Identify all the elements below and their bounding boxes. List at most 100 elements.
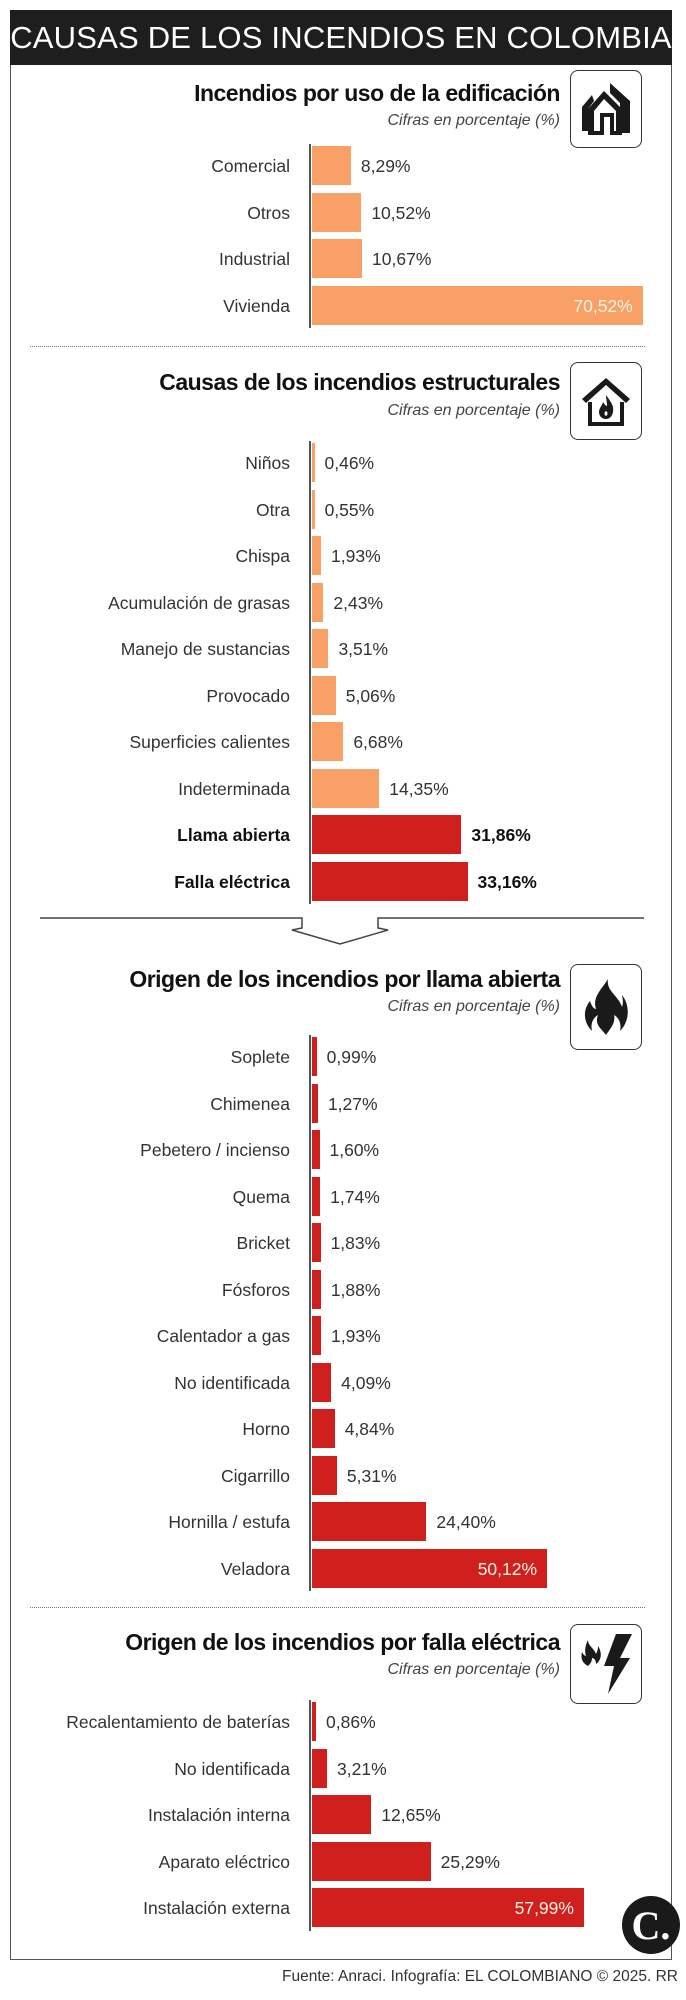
bar-row: Bricket 1,83% [10, 1223, 672, 1263]
bar [312, 1037, 317, 1076]
bar [312, 675, 336, 715]
bar-value-label: 12,65% [381, 1805, 441, 1825]
bar-row: No identificada 4,09% [10, 1362, 672, 1403]
bar [312, 536, 322, 575]
bar [312, 1409, 335, 1448]
bar-value-label: 14,35% [389, 778, 449, 799]
chart-axis [309, 144, 311, 328]
bar-row: Cigarrillo 5,31% [10, 1455, 672, 1496]
bar-value-label: 1,93% [331, 1326, 381, 1346]
infographic-title: CAUSAS DE LOS INCENDIOS EN COLOMBIA [10, 10, 672, 65]
bar-label: Fósforos [221, 1279, 290, 1300]
source-credit: Fuente: Anraci. Infografía: EL COLOMBIAN… [282, 1968, 678, 1985]
bar [312, 239, 363, 278]
section-divider [30, 1607, 645, 1608]
bar-row: Hornilla / estufa 24,40% [10, 1502, 672, 1542]
bar-row: Otra 0,55% [10, 489, 672, 530]
arrow-divider [40, 917, 644, 945]
section-building-use: Incendios por uso de la edificación Cifr… [10, 70, 672, 340]
bar-row: Pebetero / incienso 1,60% [10, 1130, 672, 1170]
bar-value-label: 10,52% [371, 202, 431, 223]
bar-label: Chimenea [210, 1093, 290, 1114]
section-subtitle: Cifras en porcentaje (%) [387, 1661, 560, 1678]
bar-value-label: 1,93% [331, 546, 381, 566]
bar-label: Acumulación de grasas [108, 592, 290, 613]
section-electrical-fault: Origen de los incendios por falla eléctr… [10, 1624, 672, 1944]
chart-axis [309, 441, 311, 904]
bar-row: Provocado 5,06% [10, 675, 672, 716]
bar-label: Industrial [218, 249, 290, 269]
bar-label: Niños [245, 453, 290, 473]
bar-value-label: 1,88% [330, 1279, 381, 1300]
house-fire-icon [570, 362, 642, 440]
bar-row: Quema 1,74% [10, 1176, 672, 1217]
bar-row: Recalentamiento de baterías 0,86% [10, 1702, 672, 1742]
section-heading: Causas de los incendios estructurales [159, 369, 560, 395]
bar [312, 1702, 317, 1741]
bar [312, 722, 344, 761]
bar-value-label: 4,09% [341, 1372, 391, 1393]
bar [312, 1130, 320, 1169]
bar-value-label: 57,99% [514, 1898, 574, 1918]
bar-label: Indeterminada [178, 778, 290, 799]
bar-label: Recalentamiento de baterías [66, 1712, 290, 1732]
bar-label: Chispa [235, 546, 290, 566]
bar-row: Industrial 10,67% [10, 239, 672, 279]
bar-label: Otra [255, 499, 290, 520]
bar-label: Hornilla / estufa [168, 1512, 290, 1532]
bar [312, 1841, 431, 1881]
bar-value-label: 6,68% [353, 732, 403, 752]
section-subtitle: Cifras en porcentaje (%) [387, 112, 560, 129]
bar-label: Soplete [230, 1047, 290, 1067]
bar-value-label: 33,16% [477, 871, 537, 892]
bar [312, 489, 315, 529]
bar-row: Horno 4,84% [10, 1409, 672, 1449]
bar-label: Llama abierta [177, 825, 290, 845]
bar-label: Otros [247, 202, 290, 223]
bar [312, 861, 468, 901]
bar-label: Horno [242, 1419, 290, 1439]
bar-row: Instalación externa 57,99% [10, 1888, 672, 1928]
bar-label: Falla eléctrica [174, 871, 290, 892]
bar-value-label: 1,74% [330, 1186, 380, 1207]
bar-value-label: 8,29% [360, 156, 411, 176]
bar-label: Cigarrillo [220, 1465, 290, 1486]
section-subtitle: Cifras en porcentaje (%) [387, 998, 560, 1015]
bar-label: Quema [232, 1186, 290, 1207]
bar-value-label: 10,67% [372, 249, 432, 269]
bar-row: Soplete 0,99% [10, 1037, 672, 1077]
bar [312, 1316, 322, 1355]
section-subtitle: Cifras en porcentaje (%) [387, 402, 560, 419]
bar-label: No identificada [174, 1372, 290, 1393]
bar [312, 815, 462, 854]
bar-row: Niños 0,46% [10, 443, 672, 483]
bar-label: Manejo de sustancias [120, 639, 290, 659]
section-open-flame: Origen de los incendios por llama abiert… [10, 964, 672, 1594]
section-heading: Incendios por uso de la edificación [194, 80, 560, 106]
bar [312, 1502, 427, 1541]
bar-row: Chimenea 1,27% [10, 1083, 672, 1124]
section-heading: Origen de los incendios por llama abiert… [129, 966, 560, 992]
bar-row: Falla eléctrica 33,16% [10, 861, 672, 902]
bar [312, 1176, 321, 1216]
chart-axis [309, 1700, 311, 1931]
bar-label: Veladora [220, 1558, 290, 1579]
bar-label: Bricket [236, 1233, 290, 1253]
section-structural-causes: Causas de los incendios estructurales Ci… [10, 362, 672, 904]
bar [312, 629, 329, 668]
bar-row: Fósforos 1,88% [10, 1269, 672, 1310]
bar [312, 285, 643, 325]
bar-value-label: 3,21% [337, 1758, 387, 1779]
bar-value-label: 2,43% [333, 592, 384, 613]
bar-label: Superficies calientes [129, 732, 291, 752]
bar-label: Pebetero / incienso [140, 1140, 290, 1160]
bar-label: No identificada [174, 1758, 290, 1779]
bar-label: Provocado [206, 685, 290, 706]
bar-value-label: 0,55% [324, 499, 375, 520]
bar [312, 768, 380, 808]
bar-row: Indeterminada 14,35% [10, 768, 672, 809]
bar-row: Comercial 8,29% [10, 146, 672, 186]
bar-label: Vivienda [223, 295, 290, 316]
bar-value-label: 0,86% [326, 1712, 376, 1732]
bar-row: Calentador a gas 1,93% [10, 1316, 672, 1356]
